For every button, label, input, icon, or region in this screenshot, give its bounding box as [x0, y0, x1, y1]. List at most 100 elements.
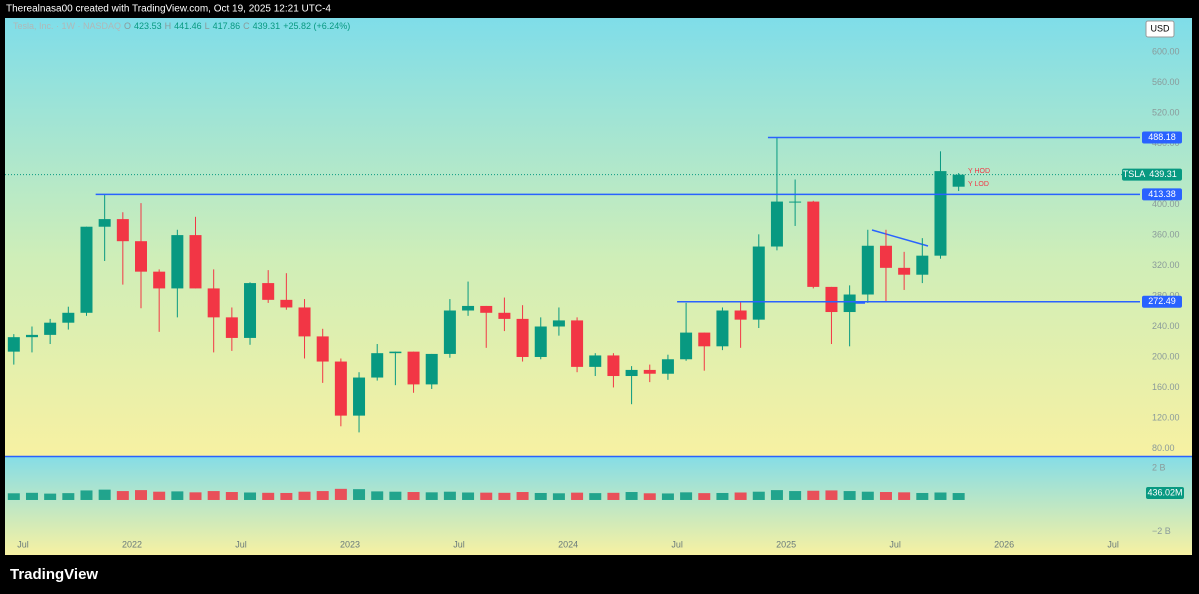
- price-tag-box: [1122, 168, 1182, 181]
- x-tick-label: Jul: [453, 539, 465, 549]
- y-tick-label: 320.00: [1152, 260, 1180, 270]
- volume-tick-label: −2 B: [1152, 526, 1171, 536]
- candle-body: [153, 271, 166, 289]
- volume-bar: [116, 491, 129, 500]
- candle-body: [879, 245, 892, 268]
- y-tick-label: 240.00: [1152, 321, 1180, 331]
- volume-bar: [225, 492, 238, 500]
- volume-bar: [807, 490, 820, 500]
- volume-bar: [752, 491, 765, 500]
- volume-bar: [825, 490, 838, 500]
- volume-bar: [625, 492, 638, 500]
- volume-bar: [153, 491, 166, 500]
- candle-body: [698, 332, 711, 347]
- candle-body: [407, 351, 420, 385]
- y-tick-label: 360.00: [1152, 229, 1180, 239]
- candle-body: [498, 312, 511, 319]
- candle-body: [316, 336, 329, 362]
- level-label-box: [1142, 188, 1182, 201]
- x-tick-label: Jul: [17, 539, 29, 549]
- x-tick-label: Jul: [235, 539, 247, 549]
- candle-body: [898, 267, 911, 275]
- volume-bar: [80, 490, 93, 500]
- volume-bar: [770, 490, 783, 500]
- volume-bar: [571, 492, 584, 500]
- volume-bar: [135, 490, 147, 500]
- volume-bar: [207, 491, 220, 500]
- logo: TradingView: [10, 566, 98, 583]
- candle-body: [552, 320, 565, 327]
- legend-item: 417.86: [213, 21, 241, 31]
- candle-body: [353, 377, 366, 416]
- logo-text: TradingView: [10, 566, 98, 583]
- candle-body: [934, 171, 947, 256]
- candle-body: [916, 255, 929, 275]
- volume-bar: [716, 492, 729, 500]
- volume-bar: [244, 492, 257, 500]
- currency[interactable]: USD: [1150, 23, 1170, 33]
- volume-bar: [843, 491, 856, 500]
- candle-body: [480, 305, 493, 313]
- candle-body: [389, 351, 402, 354]
- candle-body: [770, 201, 783, 247]
- volume-bar: [552, 493, 565, 500]
- volume-bar: [661, 493, 674, 500]
- y-tick-label: 400.00: [1152, 199, 1180, 209]
- candle-body: [425, 353, 438, 385]
- volume-bar: [934, 492, 947, 500]
- volume-bar: [589, 493, 602, 500]
- volume-bar: [25, 492, 38, 500]
- volume-bar: [443, 491, 456, 500]
- y-tick-label: 600.00: [1152, 47, 1180, 57]
- candle-body: [716, 310, 729, 347]
- volume-bar: [189, 492, 202, 500]
- candle-body: [952, 174, 965, 187]
- volume-tag-box: [1146, 487, 1184, 500]
- volume-bar: [734, 492, 747, 500]
- legend-item: 423.53: [134, 21, 162, 31]
- volume-bar: [44, 493, 57, 500]
- candle-body: [680, 332, 693, 360]
- volume-bar: [334, 488, 347, 500]
- price-tag-symbol: TSLA: [1123, 169, 1146, 179]
- volume-bar: [7, 493, 20, 500]
- x-tick-label: 2025: [776, 539, 796, 549]
- candle-body: [44, 322, 57, 335]
- volume-bar: [861, 491, 874, 500]
- candle-body: [825, 286, 838, 313]
- x-tick-label: 2022: [122, 539, 142, 549]
- annotation: Y HOD: [968, 168, 990, 175]
- legend-item: H: [165, 21, 172, 31]
- legend-item: +25.82 (+6.24%): [283, 21, 350, 31]
- volume-pane: [5, 457, 1192, 555]
- volume-bar: [643, 493, 656, 500]
- y-tick-label: 120.00: [1152, 412, 1180, 422]
- volume-bar: [262, 492, 275, 500]
- y-tick-label: 80.00: [1152, 443, 1175, 453]
- candle-body: [371, 353, 384, 378]
- candle-body: [98, 219, 111, 227]
- y-tick-label: 160.00: [1152, 382, 1180, 392]
- x-tick-label: Jul: [1107, 539, 1119, 549]
- volume-bar: [607, 492, 620, 500]
- candle-body: [462, 305, 475, 311]
- volume-bar: [298, 491, 311, 500]
- candle-body: [443, 310, 456, 354]
- y-tick-label: 280.00: [1152, 290, 1180, 300]
- volume-bar: [898, 492, 911, 500]
- candle-body: [861, 245, 874, 295]
- volume-bar: [407, 492, 420, 500]
- currency-button[interactable]: [1145, 20, 1175, 38]
- candle-body: [80, 226, 93, 313]
- volume-bar: [98, 489, 111, 500]
- candle-body: [62, 312, 75, 323]
- legend: Tesla, Inc. · 1W · NASDAQ O 423.53 H 441.46 L…: [13, 21, 350, 31]
- candle-body: [661, 359, 674, 374]
- volume-bar: [353, 489, 366, 500]
- credit: Therealnasa00 created with TradingView.c…: [6, 4, 331, 15]
- volume-bar: [698, 493, 711, 500]
- candle-body: [280, 299, 293, 308]
- candle-body: [752, 246, 765, 320]
- price-pane: [5, 18, 1192, 456]
